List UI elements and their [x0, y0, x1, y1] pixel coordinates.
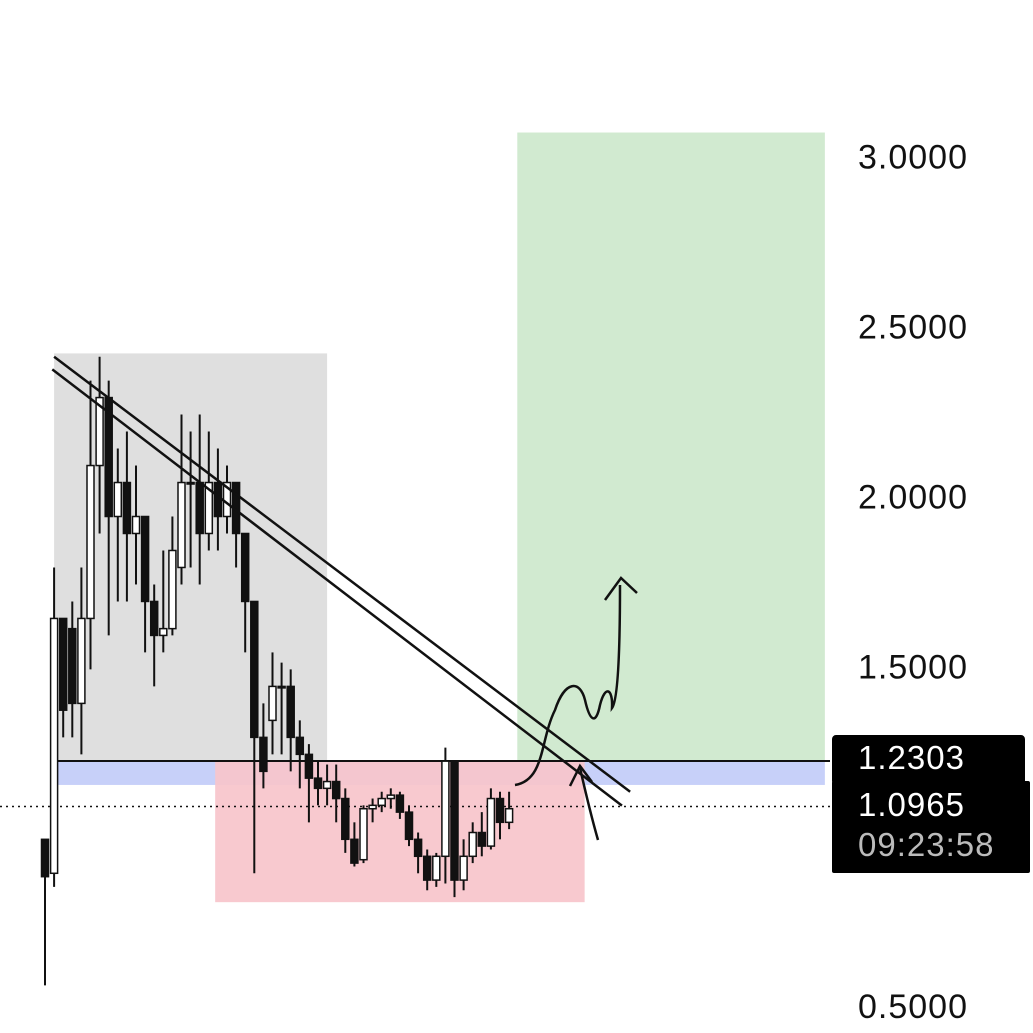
- arrow-drawing: [578, 767, 600, 841]
- candle-body: [286, 685, 295, 739]
- y-tick-label: 0.5000: [858, 988, 968, 1026]
- projection-drawing: [514, 584, 622, 787]
- candle-body: [404, 811, 414, 841]
- y-tick-label: 2.5000: [858, 309, 968, 347]
- candle-body: [468, 831, 477, 858]
- candle-body: [313, 777, 323, 790]
- candle-body: [68, 627, 77, 705]
- candle-body: [495, 797, 505, 824]
- candle-body: [49, 617, 59, 875]
- candle-body: [341, 797, 350, 841]
- zone: [215, 761, 585, 903]
- trendline: [51, 368, 623, 807]
- countdown: 09:23:58: [858, 826, 994, 863]
- candle-body: [140, 515, 150, 603]
- candle-body: [58, 617, 68, 711]
- candle-body: [477, 831, 487, 847]
- arrow-head: [603, 576, 638, 601]
- candle-body: [149, 600, 159, 637]
- candle-body: [359, 807, 368, 861]
- level-label: 1.2303: [858, 739, 965, 776]
- candle-body: [331, 780, 341, 800]
- candle-body: [459, 855, 468, 881]
- candle-body: [304, 753, 314, 779]
- candle-body: [386, 794, 396, 800]
- arrow-head: [568, 763, 593, 787]
- candle-body: [395, 794, 405, 813]
- price-tag: [832, 781, 1030, 874]
- candle-body: [40, 838, 50, 878]
- last-price-label: 1.0965: [858, 786, 965, 823]
- candle-body: [159, 627, 168, 637]
- trendline: [53, 355, 631, 793]
- candle-body: [86, 464, 95, 620]
- candle-body: [131, 515, 141, 535]
- candle-body: [450, 760, 459, 881]
- y-tick-label: 3.0000: [858, 139, 968, 177]
- candle-body: [195, 481, 204, 535]
- candle-body: [177, 481, 186, 569]
- y-tick-label: 1.5000: [858, 648, 968, 686]
- candle-body: [486, 797, 496, 847]
- candle-body: [432, 855, 441, 881]
- candle-body: [168, 549, 177, 630]
- candle-body: [322, 780, 332, 790]
- candle-body: [441, 760, 450, 858]
- candle-body: [113, 481, 123, 518]
- candle-body: [377, 797, 386, 807]
- candle-body: [268, 685, 277, 722]
- candle-body: [295, 736, 305, 756]
- candle-body: [122, 481, 132, 535]
- price-axis: 0.5000 1.5000 2.0000 2.5000 3.0000 1.2303 1.09…: [832, 139, 1030, 1026]
- candle-body: [350, 838, 359, 864]
- candle-body: [240, 532, 250, 603]
- candle-body: [368, 804, 377, 810]
- candle-body: [504, 807, 514, 824]
- candle-body: [413, 838, 423, 858]
- zone: [517, 132, 825, 762]
- candle-body: [259, 736, 268, 773]
- candle-body: [422, 855, 432, 881]
- candle-body: [77, 617, 86, 705]
- level-tag: [832, 735, 1025, 786]
- candle-body: [277, 685, 286, 689]
- candle-body: [186, 481, 195, 485]
- candle-body: [95, 396, 104, 467]
- candle-body: [250, 600, 259, 739]
- plot-area: [0, 132, 830, 986]
- y-tick-label: 2.0000: [858, 478, 968, 516]
- candle-body: [204, 481, 214, 535]
